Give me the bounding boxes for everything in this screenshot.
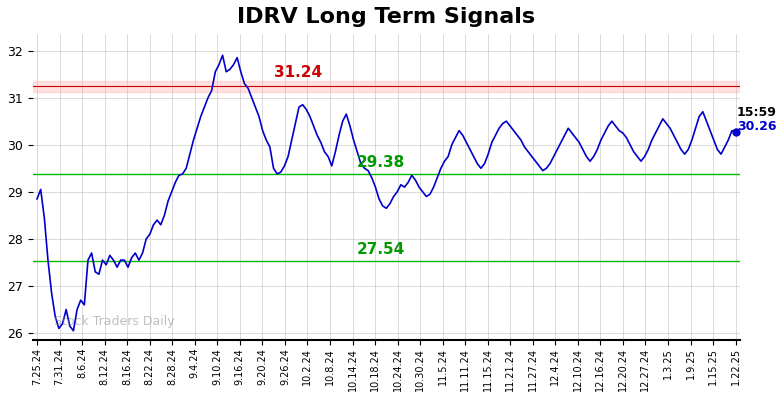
Text: 29.38: 29.38 — [357, 155, 405, 170]
Point — [729, 129, 742, 136]
Text: 15:59: 15:59 — [737, 106, 777, 119]
Text: 30.26: 30.26 — [737, 120, 776, 133]
Bar — [33, 81, 740, 92]
Title: IDRV Long Term Signals: IDRV Long Term Signals — [238, 7, 535, 27]
Text: 31.24: 31.24 — [274, 65, 321, 80]
Text: 27.54: 27.54 — [357, 242, 405, 257]
Text: Stock Traders Daily: Stock Traders Daily — [54, 315, 174, 328]
